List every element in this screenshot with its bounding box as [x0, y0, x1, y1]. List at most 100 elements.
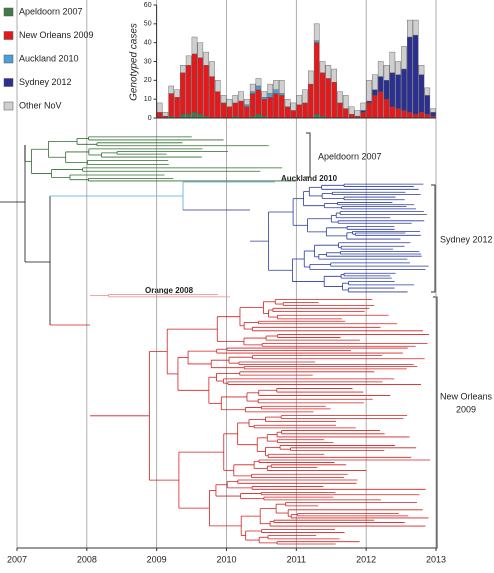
bar-segment: [238, 91, 244, 102]
bar-segment: [209, 76, 215, 119]
bar-segment: [348, 114, 355, 119]
bar-segment: [232, 102, 239, 117]
bar-segment: [249, 83, 256, 92]
x-tick-label: 2007: [7, 554, 27, 564]
bar-segment: [319, 61, 326, 74]
bar-segment: [412, 114, 419, 119]
bar-segment: [261, 98, 268, 117]
bar-segment: [360, 102, 367, 111]
bar-segment: [401, 110, 407, 119]
y-tick-label: 40: [144, 40, 152, 47]
bar-segment: [377, 76, 384, 92]
bar-segment: [342, 108, 349, 119]
bar-segment: [401, 46, 407, 70]
bar-segment: [424, 87, 431, 96]
bar-segment: [185, 55, 192, 66]
bar-segment: [226, 106, 233, 119]
y-tick-label: 20: [144, 77, 152, 84]
bar-segment: [331, 82, 337, 119]
tree: [0, 136, 431, 545]
bar-segment: [401, 68, 407, 111]
bar-segment: [308, 70, 314, 85]
clade-label: Orange 2008: [145, 286, 194, 295]
bar-segment: [372, 89, 378, 96]
bar-segment: [267, 93, 273, 98]
bar-segment: [407, 36, 413, 113]
bar-segment: [244, 98, 250, 106]
bar-segment: [313, 23, 320, 41]
bar-segment: [244, 104, 250, 107]
bar-segment: [383, 98, 390, 119]
bar-segment: [302, 89, 308, 104]
bar-segment: [209, 61, 215, 77]
y-tick-label: 10: [144, 96, 152, 103]
bar-segment: [354, 110, 361, 117]
bar-segment: [185, 114, 192, 119]
bar-segment: [407, 112, 413, 119]
bar-segment: [290, 102, 297, 111]
bar-segment: [348, 106, 355, 115]
bar-segment: [214, 80, 221, 92]
bar-segment: [313, 42, 320, 115]
bar-segment: [337, 102, 343, 119]
legend-swatch: [3, 101, 14, 111]
bar-segment: [424, 114, 431, 119]
bar-segment: [191, 36, 198, 55]
bar-segment: [290, 110, 297, 119]
bar-segment: [418, 112, 425, 119]
bar-segment: [255, 78, 262, 87]
bar-segment: [197, 57, 204, 115]
bar-segment: [412, 34, 419, 115]
bracket: [306, 132, 311, 178]
bar-segment: [389, 106, 396, 119]
bar-segment: [296, 104, 303, 119]
bar-segment: [360, 112, 367, 119]
bar-segment: [249, 91, 256, 94]
bar-segment: [220, 95, 227, 104]
bar-segment: [180, 72, 186, 115]
legend-label: Sydney 2012: [19, 77, 72, 87]
bar-segment: [174, 89, 180, 98]
bar-segment: [244, 106, 250, 119]
bar-segment: [284, 106, 291, 119]
bar-segment: [395, 74, 401, 109]
bar-segment: [267, 97, 273, 119]
legend-swatch: [3, 7, 14, 17]
bar-segment: [249, 93, 256, 117]
bar-segment: [389, 51, 396, 73]
bar-segment: [308, 83, 314, 119]
bar-segment: [261, 91, 268, 98]
bar-segment: [185, 65, 192, 115]
x-tick-label: 2010: [216, 554, 236, 564]
bar-segment: [197, 42, 204, 58]
bar-segment: [418, 65, 425, 75]
bar-segment: [273, 93, 279, 119]
bar-segment: [273, 89, 279, 94]
legend-label: Auckland 2010: [19, 53, 79, 63]
bar-segment: [267, 83, 273, 94]
x-tick-label: 2011: [287, 554, 306, 564]
bar-segment: [261, 97, 268, 100]
bar-segment: [360, 110, 367, 113]
bar-segment: [395, 61, 401, 75]
bar-segment: [418, 74, 425, 113]
bar-segment: [313, 114, 320, 119]
bar-segment: [325, 65, 332, 79]
legend-label: Apeldoorn 2007: [19, 6, 83, 16]
bar-segment: [313, 40, 320, 43]
y-tick-label: 30: [144, 58, 152, 65]
bar-segment: [296, 95, 303, 106]
bar-segment: [278, 80, 285, 94]
bar-segment: [168, 93, 175, 117]
bar-segment: [174, 97, 180, 119]
bar-segment: [220, 102, 227, 119]
bar-segment: [407, 19, 413, 38]
bar-segment: [162, 112, 169, 117]
bar-segment: [366, 80, 372, 102]
bar-segment: [337, 91, 343, 104]
clade-label: New Orleans: [440, 391, 493, 401]
bar-segment: [366, 102, 372, 119]
bar-segment: [377, 61, 384, 77]
x-tick-label: 2012: [356, 554, 376, 564]
